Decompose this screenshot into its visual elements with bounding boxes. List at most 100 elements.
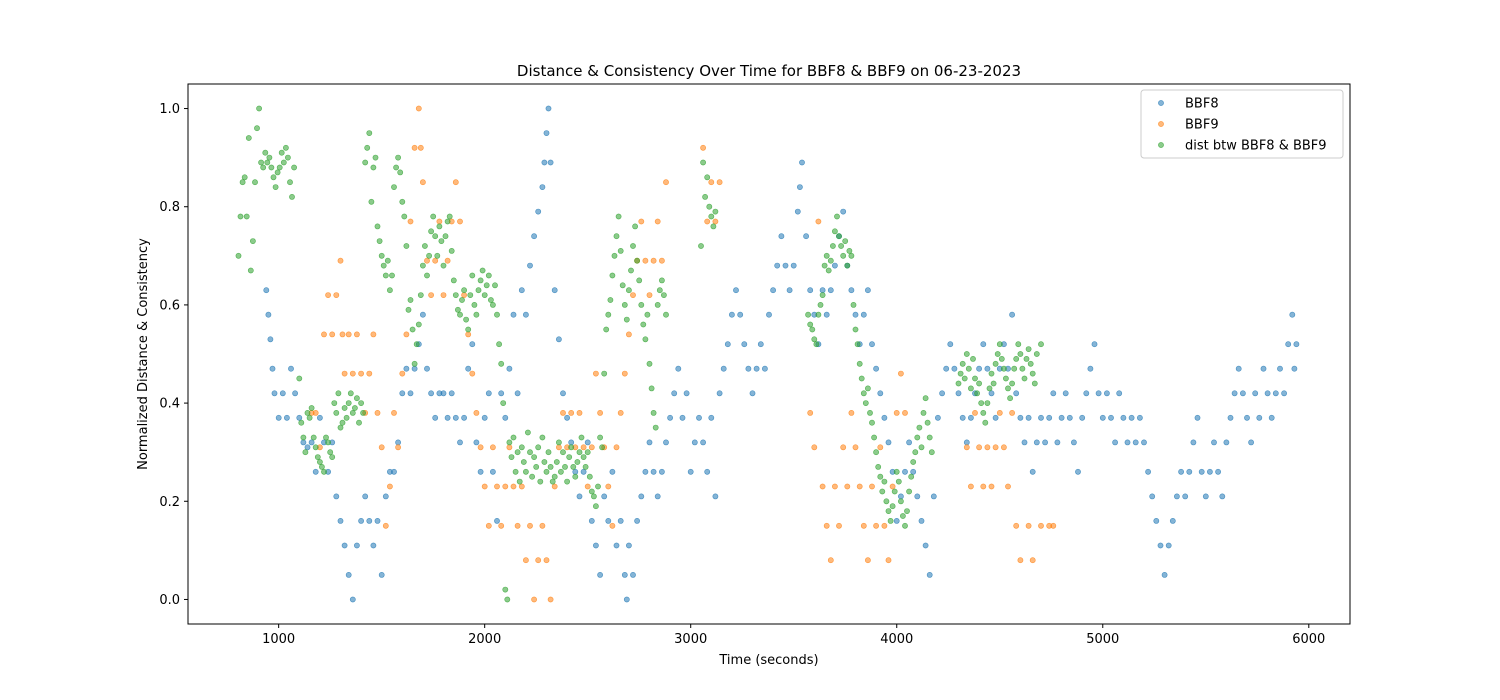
data-point: [974, 390, 980, 397]
data-point: [834, 213, 840, 220]
data-point: [432, 233, 439, 240]
data-point: [865, 287, 871, 294]
data-point: [323, 434, 329, 441]
data-point: [959, 360, 966, 367]
data-point: [1153, 518, 1160, 524]
data-point: [316, 414, 323, 421]
data-point: [512, 468, 519, 475]
data-point: [434, 252, 441, 259]
data-point: [654, 218, 661, 225]
data-point: [347, 390, 354, 397]
data-point: [265, 311, 272, 318]
data-point: [275, 414, 282, 421]
data-point: [366, 518, 373, 524]
data-point: [374, 223, 381, 230]
data-point: [955, 380, 962, 387]
data-point: [926, 572, 933, 578]
data-point: [1075, 468, 1081, 475]
data-point: [634, 518, 640, 524]
data-point: [652, 424, 659, 431]
data-point: [401, 213, 408, 220]
data-point: [411, 144, 418, 151]
data-point: [531, 233, 537, 240]
data-point: [333, 292, 340, 298]
data-point: [1128, 414, 1135, 421]
data-point: [556, 336, 562, 343]
data-point: [877, 473, 884, 480]
data-point: [613, 542, 620, 549]
data-point: [325, 292, 331, 298]
x-tick-label: 1000: [262, 632, 295, 647]
data-point: [661, 292, 667, 298]
data-point: [597, 409, 603, 416]
data-point: [529, 473, 535, 480]
data-point: [638, 301, 645, 308]
data-point: [444, 218, 451, 225]
data-point: [300, 434, 307, 441]
data-point: [349, 596, 356, 603]
data-point: [836, 522, 842, 529]
data-point: [498, 360, 505, 367]
data-point: [745, 365, 752, 372]
data-point: [241, 174, 248, 181]
data-point: [457, 439, 463, 446]
data-point: [698, 243, 704, 249]
data-point: [856, 360, 863, 367]
legend-frame: [1140, 89, 1344, 159]
data-point: [258, 159, 264, 166]
data-point: [395, 439, 401, 446]
data-point: [648, 385, 655, 392]
data-point: [704, 468, 711, 475]
data-point: [492, 282, 498, 289]
data-point: [407, 218, 414, 225]
data-point: [675, 365, 682, 372]
data-point: [708, 213, 715, 220]
data-point: [811, 336, 818, 343]
data-point: [827, 287, 834, 294]
data-point: [856, 483, 863, 490]
data-point: [1104, 390, 1110, 397]
data-point: [1029, 468, 1036, 475]
legend: BBF8 BBF9 dist btw BBF8 & BBF9: [1140, 89, 1344, 159]
data-point: [498, 522, 505, 529]
data-point: [704, 218, 711, 225]
plot-area: [187, 83, 1351, 625]
data-point: [535, 444, 542, 451]
data-point: [580, 454, 587, 460]
data-point: [485, 272, 492, 279]
data-point: [679, 414, 686, 421]
data-point: [667, 414, 673, 421]
data-point: [1149, 493, 1156, 500]
data-point: [823, 252, 830, 259]
data-point: [498, 390, 505, 397]
data-point: [543, 557, 550, 564]
data-point: [485, 390, 492, 397]
data-point: [1062, 390, 1069, 397]
data-point: [417, 144, 424, 151]
data-point: [860, 311, 867, 318]
data-point: [399, 390, 406, 397]
data-point: [1137, 414, 1143, 421]
data-point: [545, 105, 552, 112]
data-point: [815, 311, 822, 318]
data-point: [399, 370, 406, 377]
data-point: [551, 473, 558, 480]
data-point: [869, 419, 875, 426]
data-point: [578, 434, 585, 441]
data-point: [1091, 341, 1098, 348]
data-point: [1141, 439, 1147, 446]
data-point: [968, 483, 974, 490]
data-point: [1071, 439, 1077, 446]
data-point: [312, 409, 319, 416]
data-point: [803, 233, 809, 240]
data-point: [267, 336, 274, 343]
data-point: [619, 282, 626, 289]
data-point: [623, 316, 630, 323]
data-point: [1011, 365, 1018, 372]
data-point: [1169, 518, 1176, 524]
data-point: [452, 292, 459, 298]
data-point: [712, 208, 719, 215]
data-point: [757, 341, 764, 348]
data-point: [374, 409, 381, 416]
data-point: [243, 213, 250, 220]
